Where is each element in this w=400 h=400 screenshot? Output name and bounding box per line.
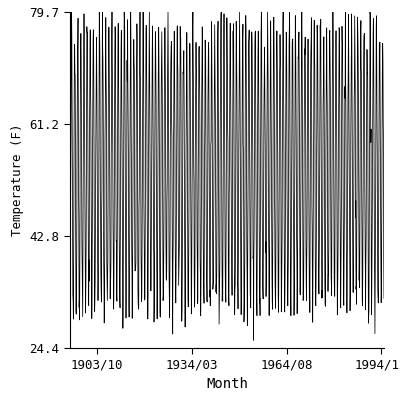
X-axis label: Month: Month <box>206 377 248 391</box>
Y-axis label: Temperature (F): Temperature (F) <box>11 124 24 236</box>
